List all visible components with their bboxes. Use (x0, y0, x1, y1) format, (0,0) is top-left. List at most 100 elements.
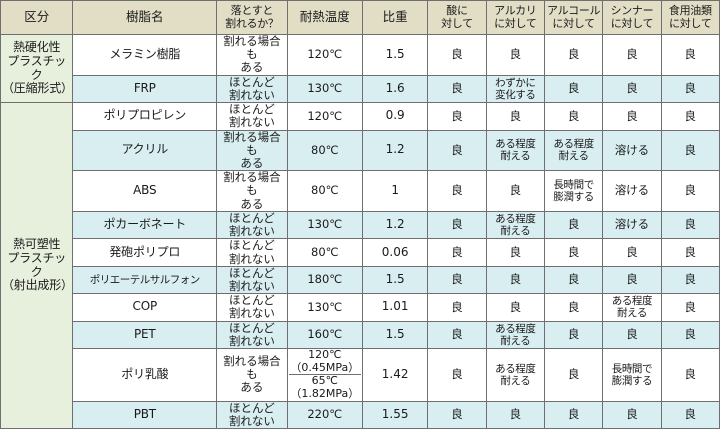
column-header-division: 区分 (0, 0, 74, 35)
table-row: 熱可塑性 プラスチック （射出成形） ポリプロピレン ほとんど 割れない 120℃ 0.9 良良… (0, 102, 720, 429)
alcohol-line1: アルコール (547, 3, 601, 17)
alcohol-cell: 良 (543, 348, 604, 402)
alcohol-line2: に対して (552, 16, 595, 30)
thinner-cell: ある程度 耐える (602, 293, 662, 322)
drop-break-cell: ほとんど 割れない (216, 265, 288, 295)
break-line1: ほとんど (229, 210, 275, 225)
thinner-cell: 良 (602, 74, 662, 104)
heat-temperature-cell: 130℃ (286, 74, 363, 104)
alcohol-cell: 良 (543, 102, 604, 131)
specific-gravity-cell: 0.06 (361, 238, 429, 267)
break-line1: ほとんど (229, 238, 275, 253)
alkali-line2: 耐える (500, 334, 531, 347)
drop-break-cell: ほとんど 割れない (216, 320, 288, 350)
specific-gravity-cell: 0.9 (361, 102, 429, 131)
column-header-edible-oil: 食用油類 に対して (660, 0, 720, 35)
heat-temperature-cell: 220℃ (286, 400, 363, 429)
table-row: ポリ乳酸 割れる場合も ある 120℃ （0.45MPa） 65℃ （1.82MPa） 1.4… (1, 348, 720, 402)
resin-name-cell: ポリ乳酸 (72, 348, 218, 402)
alkali-line2: 耐える (500, 150, 531, 163)
break-line1: ほとんど (229, 102, 275, 117)
break-line2: 割れない (228, 278, 275, 293)
column-header-acid: 酸に 対して (427, 0, 487, 35)
column-header-alkali: アルカリ に対して (485, 0, 545, 35)
break-line2: 割れない (228, 224, 275, 239)
table-row: PBT ほとんど 割れない 220℃ 1.55 良良良良良 (1, 400, 720, 429)
acid-cell: 良 (427, 320, 487, 350)
alcohol-line2: 膨潤する (553, 191, 594, 204)
temp-top: 120℃ （0.45MPa） (288, 348, 361, 376)
table-row: FRP ほとんど 割れない 130℃ 1.6 良わずかに 変化する良良良 (1, 74, 720, 104)
break-line2: ある (240, 155, 264, 170)
heat-temperature-cell: 130℃ (286, 210, 363, 240)
alcohol-line2: 耐える (558, 150, 589, 163)
drop-break-cell: ほとんど 割れない (216, 293, 288, 322)
thinner-cell: 良 (602, 102, 662, 131)
heat-temperature-cell: 120℃ (286, 34, 363, 76)
edible-oil-cell: 良 (660, 74, 720, 104)
resin-name-cell: ABS (72, 170, 218, 212)
resin-name-cell: ポカーボネート (72, 210, 218, 240)
thinner-cell: 溶ける (602, 210, 662, 240)
break-line1: ほとんど (229, 293, 275, 308)
table-row: ポリエーテルサルフォン ほとんど 割れない 180℃ 1.5 良良良良良 (1, 265, 720, 295)
group-label-line2: プラスチック (7, 53, 67, 82)
drop-break-cell: ほとんど 割れない (216, 102, 288, 131)
thinner-cell: 良 (602, 238, 662, 267)
break-line2: ある (240, 380, 264, 395)
heat-temperature-cell: 120℃ (286, 102, 363, 131)
break-line2: 割れない (228, 333, 275, 348)
edible-oil-cell: 良 (660, 238, 720, 267)
alkali-cell: 良 (485, 293, 545, 322)
edible-oil-cell: 良 (660, 320, 720, 350)
break-line2: 割れない (228, 251, 275, 266)
column-header-resin-name: 樹脂名 (72, 0, 218, 35)
group-cell-thermoplastic: 熱可塑性 プラスチック （射出成形） (0, 102, 74, 429)
alcohol-cell: 良 (543, 210, 604, 240)
alkali-line2: 耐える (500, 374, 531, 387)
alcohol-cell: 長時間で 膨潤する (543, 170, 604, 212)
edible-oil-cell: 良 (660, 210, 720, 240)
edible-oil-line1: 食用油類 (668, 3, 712, 17)
edible-oil-cell: 良 (660, 400, 720, 429)
heat-temperature-cell: 130℃ (286, 293, 363, 322)
edible-oil-cell: 良 (660, 265, 720, 295)
alkali-cell: 良 (485, 102, 545, 131)
specific-gravity-cell: 1.5 (361, 265, 429, 295)
resin-name-cell: メラミン樹脂 (72, 34, 218, 76)
alkali-line1: ある程度 (495, 213, 536, 225)
alkali-line2: 変化する (495, 88, 536, 101)
alkali-cell: わずかに 変化する (485, 74, 545, 104)
alkali-cell: 良 (485, 170, 545, 212)
column-header-specific-gravity: 比重 (361, 0, 429, 35)
break-line2: 割れない (228, 306, 275, 321)
alcohol-cell: 良 (543, 265, 604, 295)
drop-break-cell: 割れる場合も ある (216, 348, 288, 402)
acid-cell: 良 (427, 348, 487, 402)
column-header-alcohol: アルコール に対して (543, 0, 604, 35)
edible-oil-cell: 良 (660, 170, 720, 212)
break-line1: ほとんど (229, 74, 275, 89)
table-body: 熱硬化性 プラスチック （圧縮形式） メラミン樹脂 割れる場合も ある 120℃ 1.5 良良良… (0, 33, 720, 429)
drop-break-cell: ほとんど 割れない (216, 400, 288, 429)
thinner-cell: 溶ける (602, 129, 662, 172)
specific-gravity-cell: 1.5 (361, 320, 429, 350)
resin-name-cell: PBT (72, 400, 218, 429)
alkali-line1: ある程度 (495, 138, 536, 151)
heat-temperature-cell: 120℃ （0.45MPa） 65℃ （1.82MPa） (286, 348, 363, 402)
temp-bottom-value: 65℃ (311, 374, 338, 388)
column-header-heat-temperature: 耐熱温度 (286, 0, 363, 35)
alcohol-cell: 良 (543, 34, 604, 76)
table-row: アクリル 割れる場合も ある 80℃ 1.2 良ある程度 耐える ある程度 耐える 溶ける良 (1, 129, 720, 172)
drop-break-cell: 割れる場合も ある (216, 129, 288, 172)
alcohol-cell: 良 (543, 400, 604, 429)
alkali-cell: 良 (485, 265, 545, 295)
thinner-line1: ある程度 (611, 295, 653, 308)
thinner-cell: 良 (602, 34, 662, 76)
temp-bottom: 65℃ （1.82MPa） (289, 375, 361, 400)
drop-break-line1: 落とすと (230, 3, 274, 17)
alcohol-cell: ある程度 耐える (543, 129, 604, 172)
table-row: ABS 割れる場合も ある 80℃ 1 良良長時間で 膨潤する 溶ける良 (1, 170, 720, 212)
group-label-line2: プラスチック (7, 250, 67, 279)
break-line1: 割れる場合も (223, 353, 281, 382)
